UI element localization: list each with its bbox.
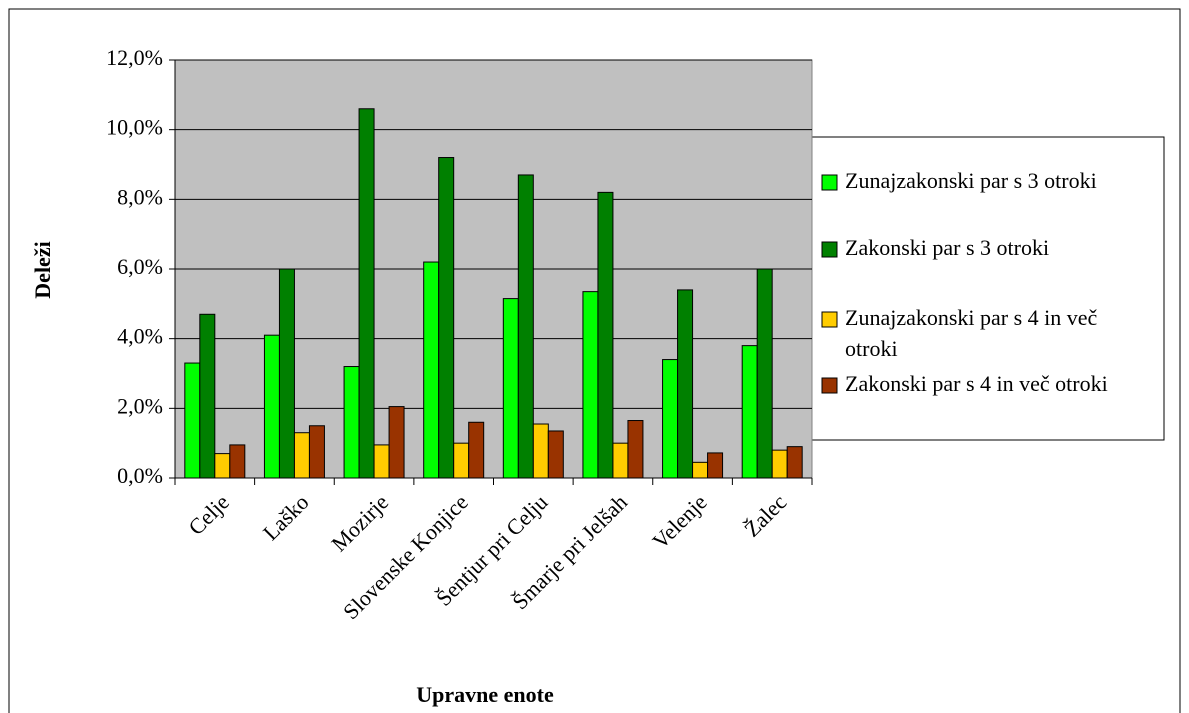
y-tick-label: 12,0% <box>106 45 163 70</box>
x-axis-label: Upravne enote <box>416 682 554 707</box>
bar <box>707 452 724 479</box>
bar <box>263 334 280 479</box>
bar <box>502 298 519 479</box>
y-tick-label: 2,0% <box>117 393 163 418</box>
y-tick-label: 0,0% <box>117 463 163 488</box>
bar <box>214 453 231 479</box>
bar <box>373 444 390 479</box>
legend-label: Zunajzakonski par s 4 in več otroki <box>845 305 1098 361</box>
y-tick-label: 10,0% <box>106 115 163 140</box>
bar <box>468 421 485 479</box>
bar <box>597 191 614 479</box>
bar <box>358 108 375 479</box>
bar <box>423 261 440 479</box>
bar <box>438 157 455 479</box>
legend-swatch <box>821 377 838 394</box>
legend-label: Zakonski par s 4 in več otroki <box>845 371 1108 396</box>
bar <box>756 268 773 479</box>
bar <box>199 313 216 479</box>
legend-box <box>811 136 1165 441</box>
bar <box>453 442 470 479</box>
legend-line: Zakonski par s 3 otroki <box>845 235 1049 260</box>
bar <box>612 442 629 479</box>
bar <box>771 449 788 479</box>
y-tick-label: 4,0% <box>117 324 163 349</box>
legend-line: otroki <box>845 336 898 361</box>
legend-line: Zunajzakonski par s 3 otroki <box>845 168 1097 193</box>
legend-label: Zunajzakonski par s 3 otroki <box>845 168 1097 193</box>
legend-swatch <box>821 311 838 328</box>
bar <box>662 359 679 479</box>
legend-swatch <box>821 241 838 258</box>
bar <box>293 432 310 479</box>
bar <box>278 268 295 479</box>
bar <box>184 362 201 479</box>
legend-label: Zakonski par s 3 otroki <box>845 235 1049 260</box>
bar <box>741 345 758 479</box>
legend-line: Zakonski par s 4 in več otroki <box>845 371 1108 396</box>
bar <box>547 430 564 479</box>
bar <box>786 446 803 479</box>
y-axis-label: Deleži <box>30 241 55 298</box>
bar <box>532 423 549 479</box>
bar <box>517 174 534 479</box>
bar <box>692 461 709 479</box>
bar <box>229 444 246 479</box>
legend-swatch <box>821 174 838 191</box>
bar <box>343 366 360 479</box>
y-tick-label: 8,0% <box>117 184 163 209</box>
y-tick-label: 6,0% <box>117 254 163 279</box>
legend-line: Zunajzakonski par s 4 in več <box>845 305 1098 330</box>
bar <box>677 289 694 479</box>
bar <box>388 406 405 479</box>
bar <box>308 425 325 479</box>
bar <box>582 291 599 479</box>
bar <box>627 420 644 479</box>
